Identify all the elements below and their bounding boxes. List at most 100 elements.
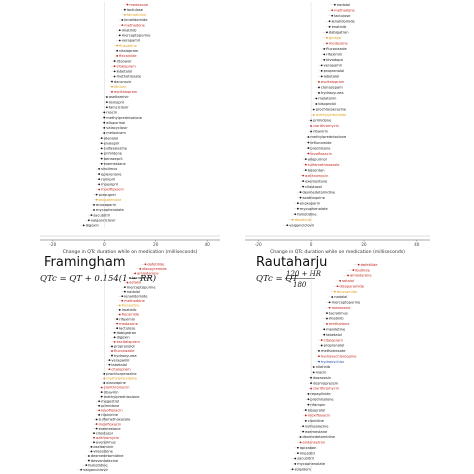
drug-label: moxifloxacin xyxy=(99,422,122,426)
drug-label: famciclovir xyxy=(109,105,129,109)
drug-point xyxy=(296,207,299,210)
drug-point xyxy=(294,213,297,216)
x-tick-label: 20 xyxy=(153,242,159,247)
drug-point xyxy=(80,468,83,471)
drug-point xyxy=(144,263,147,266)
drug-point xyxy=(326,36,328,39)
drug-label: prasugrel xyxy=(99,193,116,197)
panel-formula-lhs: QTc = QT xyxy=(256,274,299,284)
drug-point xyxy=(328,25,331,28)
drug-point xyxy=(103,116,106,119)
drug-label: lithium xyxy=(114,85,127,89)
drug-point xyxy=(118,29,121,32)
drug-label: rifaximin xyxy=(119,317,135,321)
drug-label: fluoxetine xyxy=(119,44,138,48)
drug-point xyxy=(320,75,323,78)
drug-label: clonidine xyxy=(308,419,325,423)
drug-point xyxy=(108,363,111,366)
drug-label: dexmedetomidine xyxy=(303,190,336,194)
drug-label: methadone xyxy=(334,8,355,12)
drug-point xyxy=(111,345,113,348)
drug-label: methylprednisolone xyxy=(106,116,143,120)
drug-label: escitalopram xyxy=(114,90,138,94)
drug-point xyxy=(307,152,310,155)
drug-label: ritonavir xyxy=(117,59,133,63)
drug-point xyxy=(299,196,302,199)
drug-point xyxy=(291,218,294,221)
drug-label: valganciclovir xyxy=(83,468,108,472)
drug-label: dabigatran xyxy=(117,331,137,335)
drug-label: ramipril xyxy=(101,177,115,181)
drug-point xyxy=(307,147,310,149)
drug-label: labetalol xyxy=(326,333,342,337)
drug-label: desvenlafaxine xyxy=(91,459,119,463)
drug-point xyxy=(318,355,320,358)
drug-point xyxy=(108,359,111,362)
drug-label: prochlorperazine xyxy=(316,108,347,112)
drug-label: sulfamethoxazole xyxy=(99,418,132,422)
drug-label: imatinib xyxy=(329,317,344,321)
drug-point xyxy=(318,81,320,83)
drug-point xyxy=(116,49,119,52)
drug-point xyxy=(312,371,315,374)
drug-point xyxy=(116,318,119,320)
drug-point xyxy=(98,188,101,191)
drug-label: hydroxychloroquine xyxy=(321,354,357,358)
drug-point xyxy=(118,39,121,42)
x-tick-label: -20 xyxy=(255,242,262,247)
drug-point xyxy=(310,130,312,133)
drug-point xyxy=(139,267,142,270)
drug-point xyxy=(85,464,88,467)
drug-label: cilostazol xyxy=(305,185,322,189)
drug-label: levofloxacin xyxy=(101,409,122,413)
drug-point xyxy=(100,395,103,398)
panel-framingham: Framingham QTc = QT + 0.154(1 − RR) dofe… xyxy=(40,255,168,472)
drug-label: clarithromycin xyxy=(313,387,339,391)
drug-label: lenalidomide xyxy=(124,294,148,298)
drug-point xyxy=(286,224,289,227)
drug-label: clarithromycin xyxy=(313,124,339,128)
drug-point xyxy=(352,269,355,271)
drug-point xyxy=(95,418,98,421)
drug-label: labetalol xyxy=(111,363,127,367)
drug-label: leflunomide xyxy=(310,141,332,145)
drug-label: exemestane xyxy=(305,179,328,183)
drug-label: escitalopram xyxy=(321,80,345,84)
drug-label: verapamil xyxy=(324,64,342,68)
drug-point xyxy=(304,158,307,160)
drug-point xyxy=(123,8,126,11)
drug-point xyxy=(113,331,116,334)
drug-label: lisinopril xyxy=(109,100,124,104)
drug-label: azathioprine xyxy=(303,196,326,200)
drug-label: methotrexate xyxy=(117,75,142,79)
drug-label: sacubitril xyxy=(297,457,314,461)
drug-label: fluoxetine xyxy=(122,304,141,308)
drug-point xyxy=(294,463,297,465)
drug-point xyxy=(328,306,331,309)
drug-point xyxy=(326,42,328,45)
panel-title: Framingham xyxy=(44,255,125,270)
drug-point xyxy=(310,387,312,390)
drug-point xyxy=(113,60,116,62)
drug-label: medazone xyxy=(329,42,349,46)
drug-point xyxy=(302,174,305,177)
drug-label: bosentan xyxy=(308,168,325,172)
drug-point xyxy=(312,114,315,116)
drug-label: sulfasalazine xyxy=(305,424,329,428)
panel-title: Rautaharju xyxy=(256,255,327,270)
drug-label: bisoprolol xyxy=(308,408,325,412)
drug-point xyxy=(98,414,101,416)
drug-label: zolpidem xyxy=(295,468,312,472)
drug-point xyxy=(100,386,103,389)
drug-point xyxy=(90,450,93,453)
drug-point xyxy=(304,163,307,166)
drug-point xyxy=(318,92,320,94)
panel-top-left: medazonelactulosefamotidinelenalidomidem… xyxy=(40,2,220,255)
drug-point xyxy=(121,299,124,302)
drug-point xyxy=(118,309,121,311)
drug-point xyxy=(111,90,113,93)
x-axis-label: Change in QTc duration while on medicati… xyxy=(270,249,405,255)
drug-label: labetalol xyxy=(117,70,133,74)
x-tick-label: -20 xyxy=(49,242,56,247)
